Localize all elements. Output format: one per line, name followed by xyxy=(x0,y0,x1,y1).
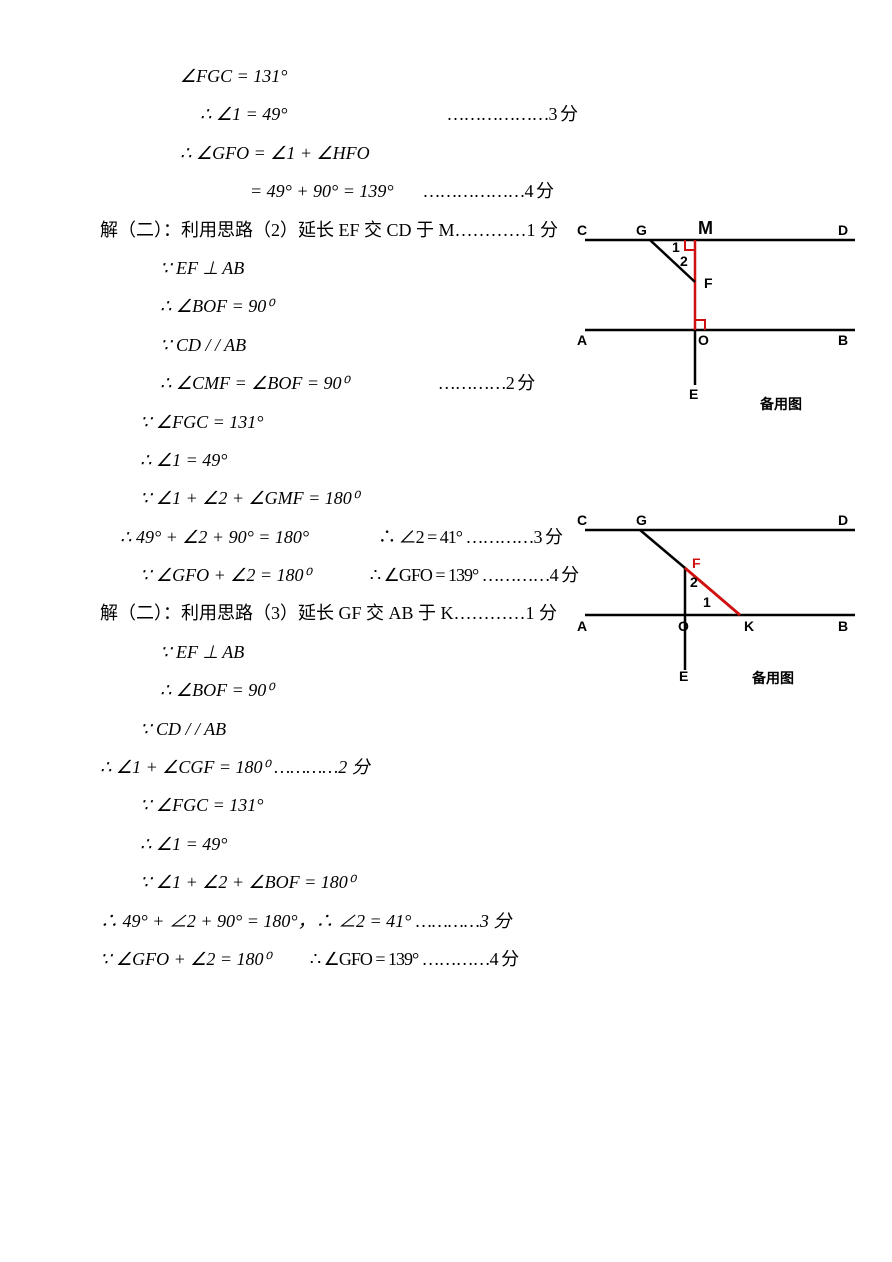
eq-line: ∴ ∠1 = 49° ………………3 分 xyxy=(100,98,580,130)
eq-line: ∵ ∠FGC = 131° xyxy=(100,789,580,821)
diagram-1 xyxy=(575,220,865,420)
label-F: F xyxy=(704,275,713,291)
eq-line: ∵ EF ⊥ AB xyxy=(100,636,580,668)
eq-line: ∵ CD / / AB xyxy=(100,329,580,361)
eq-line: ∴ ∠1 + ∠CGF = 180⁰ …………2 分 xyxy=(100,751,580,783)
eq-line: ∴ 49° + ∠2 + 90° = 180° ∴ ∠2 = 41° …………3… xyxy=(100,521,580,553)
eq-line: ∴ ∠1 = 49° xyxy=(100,828,580,860)
solution-heading: 解（二）：利用思路（3）延长 GF 交 AB 于 K…………1 分 xyxy=(100,597,580,629)
eq-line: ∵ ∠1 + ∠2 + ∠BOF = 180⁰ xyxy=(100,866,580,898)
eq-line: = 49° + 90° = 139° ………………4 分 xyxy=(100,175,580,207)
eq-line: ∵ ∠GFO + ∠2 = 180⁰ ∴ ∠GFO = 139° …………4 分 xyxy=(100,943,580,975)
label-1: 1 xyxy=(672,239,680,255)
label-A: A xyxy=(577,332,587,348)
label-O: O xyxy=(678,618,689,634)
label-E: E xyxy=(689,386,698,402)
eq-line: ∵ EF ⊥ AB xyxy=(100,252,580,284)
label-C: C xyxy=(577,512,587,528)
eq-line: ∵ ∠1 + ∠2 + ∠GMF = 180⁰ xyxy=(100,482,580,514)
eq-line: ∴ ∠1 = 49° xyxy=(100,444,580,476)
label-1: 1 xyxy=(703,594,711,610)
label-A: A xyxy=(577,618,587,634)
eq-line: ∠FGC = 131° xyxy=(100,60,580,92)
label-D: D xyxy=(838,512,848,528)
label-G: G xyxy=(636,222,647,238)
label-G: G xyxy=(636,512,647,528)
diagram-2 xyxy=(575,510,865,700)
label-M: M xyxy=(698,218,713,239)
label-D: D xyxy=(838,222,848,238)
label-K: K xyxy=(744,618,754,634)
eq-line: ∴ ∠CMF = ∠BOF = 90⁰ …………2 分 xyxy=(100,367,580,399)
eq-line: ∵ ∠FGC = 131° xyxy=(100,406,580,438)
eq-line: ∴ ∠GFO = ∠1 + ∠HFO xyxy=(100,137,580,169)
label-C: C xyxy=(577,222,587,238)
label-B: B xyxy=(838,618,848,634)
label-B: B xyxy=(838,332,848,348)
label-O: O xyxy=(698,332,709,348)
eq-line: ∵ CD / / AB xyxy=(100,713,580,745)
label-E: E xyxy=(679,668,688,684)
label-2: 2 xyxy=(690,574,698,590)
diagram-caption: 备用图 xyxy=(760,394,802,414)
label-2: 2 xyxy=(680,253,688,269)
eq-line: ∵ ∠GFO + ∠2 = 180⁰ ∴ ∠GFO = 139° …………4 分 xyxy=(100,559,580,591)
eq-line: ∴ ∠BOF = 90⁰ xyxy=(100,290,580,322)
label-F: F xyxy=(692,555,701,571)
eq-line: ∴ ∠BOF = 90⁰ xyxy=(100,674,580,706)
math-proof-content: ∠FGC = 131° ∴ ∠1 = 49° ………………3 分 ∴ ∠GFO … xyxy=(100,60,580,975)
solution-heading: 解（二）：利用思路（2）延长 EF 交 CD 于 M…………1 分 xyxy=(100,214,580,246)
eq-line: ∴ 49° + ∠2 + 90° = 180°，∴ ∠2 = 41° …………3… xyxy=(100,905,580,937)
diagram-caption: 备用图 xyxy=(752,668,794,688)
